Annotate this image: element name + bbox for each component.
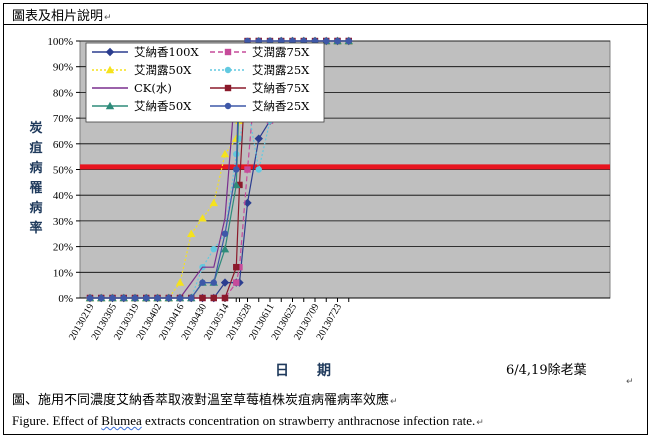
series-3-point bbox=[220, 149, 230, 158]
series-6-point bbox=[236, 181, 243, 189]
y-axis-title-char: 炭 bbox=[29, 120, 42, 136]
legend-swatch-marker bbox=[105, 101, 115, 110]
y-axis-title-char: 罹 bbox=[29, 181, 42, 196]
series-8-point bbox=[345, 37, 352, 45]
series-3-point bbox=[209, 198, 218, 207]
series-8-point bbox=[323, 37, 330, 45]
series-6-point bbox=[233, 263, 240, 271]
y-tick-label: 100% bbox=[47, 36, 73, 48]
series-6-point bbox=[210, 294, 217, 302]
caption-chinese-text: 圖、施用不同濃度艾納香萃取液對溫室草莓植株炭疽病罹病率效應 bbox=[12, 393, 390, 408]
y-tick-label: 90% bbox=[53, 62, 73, 74]
series-1-point bbox=[220, 278, 230, 287]
y-axis-title-char: 病 bbox=[29, 160, 42, 176]
chart-annotation: 6/4,19除老葉 bbox=[506, 363, 587, 378]
series-8-point bbox=[199, 279, 206, 286]
y-tick-label: 40% bbox=[53, 190, 73, 202]
caption-chinese: 圖、施用不同濃度艾納香萃取液對溫室草莓植株炭疽病罹病率效應↵ bbox=[12, 389, 398, 408]
series-8-point bbox=[154, 294, 161, 302]
series-8-point bbox=[131, 294, 139, 302]
legend-swatch-marker bbox=[224, 66, 232, 74]
legend-swatch-marker bbox=[224, 48, 232, 56]
series-7-point bbox=[232, 180, 241, 189]
series-8-point bbox=[109, 294, 116, 302]
caption-english-end: extracts concentration on strawberry ant… bbox=[141, 413, 476, 428]
legend-swatch-marker bbox=[105, 65, 115, 74]
header-title: 圖表及相片說明 bbox=[12, 9, 104, 24]
legend-box bbox=[85, 42, 325, 123]
series-2-point bbox=[233, 279, 240, 286]
series-3-point bbox=[198, 214, 207, 222]
series-6-point bbox=[221, 294, 229, 302]
legend-label: 艾潤露25X bbox=[252, 63, 310, 77]
series-4-point bbox=[255, 166, 262, 173]
y-tick-label: 20% bbox=[53, 242, 73, 254]
series-8-point bbox=[233, 166, 240, 173]
paragraph-mark-icon: ↵ bbox=[104, 13, 112, 23]
y-tick-label: 70% bbox=[53, 113, 73, 125]
paragraph-mark-icon: ↵ bbox=[390, 397, 398, 407]
legend-label: 艾納香25X bbox=[252, 99, 310, 113]
legend-label: 艾納香75X bbox=[252, 81, 310, 95]
series-8-point bbox=[86, 294, 94, 302]
header-divider bbox=[3, 24, 648, 25]
series-2-point bbox=[244, 166, 251, 173]
series-2-point bbox=[236, 263, 243, 271]
series-3-point bbox=[187, 229, 196, 237]
y-tick-label: 30% bbox=[53, 216, 73, 228]
series-8-point bbox=[165, 294, 172, 302]
legend-swatch-marker bbox=[224, 102, 232, 110]
paragraph-mark-icon: ↵ bbox=[476, 418, 484, 428]
series-8-point bbox=[188, 294, 195, 302]
series-1-point bbox=[243, 198, 252, 208]
y-tick-label: 0% bbox=[58, 293, 73, 305]
y-axis-title-char: 疽 bbox=[29, 140, 42, 156]
y-axis-title-char: 病 bbox=[29, 200, 42, 216]
paragraph-mark-icon: ↵ bbox=[626, 377, 634, 387]
legend-swatch-marker bbox=[224, 84, 232, 92]
legend-label: 艾納香50X bbox=[134, 99, 192, 113]
series-8-point bbox=[221, 230, 229, 237]
legend-label: 艾納香100X bbox=[134, 45, 199, 59]
series-8-point bbox=[98, 294, 105, 302]
x-axis-title-char: 期 bbox=[317, 363, 331, 379]
y-tick-label: 60% bbox=[53, 139, 73, 151]
legend-label: 艾潤露75X bbox=[252, 45, 310, 59]
caption-english-start: Figure. Effect of bbox=[12, 413, 102, 428]
series-8-point bbox=[210, 279, 217, 286]
series-3-point bbox=[175, 278, 185, 286]
series-8-point bbox=[334, 37, 341, 45]
series-8-point bbox=[143, 294, 150, 302]
series-4-point bbox=[210, 245, 217, 253]
legend-label: CK(水) bbox=[134, 81, 172, 95]
series-7-point bbox=[220, 244, 230, 253]
x-axis-title-char: 日 bbox=[275, 363, 289, 379]
y-tick-label: 80% bbox=[53, 87, 73, 99]
y-tick-label: 50% bbox=[53, 165, 73, 177]
caption-english: Figure. Effect of Blumea extracts concen… bbox=[12, 413, 484, 429]
series-1-point bbox=[254, 134, 263, 143]
caption-english-genus: Blumea bbox=[101, 413, 142, 428]
series-6-point bbox=[199, 294, 206, 302]
y-tick-label: 10% bbox=[53, 267, 73, 279]
legend-label: 艾潤露50X bbox=[134, 63, 192, 77]
series-8-point bbox=[176, 294, 184, 302]
legend-swatch-marker bbox=[105, 47, 115, 57]
document-frame bbox=[3, 3, 648, 435]
header-cell: 圖表及相片說明↵ bbox=[12, 5, 112, 24]
series-8-point bbox=[120, 294, 127, 302]
y-axis-title-char: 率 bbox=[29, 220, 42, 236]
